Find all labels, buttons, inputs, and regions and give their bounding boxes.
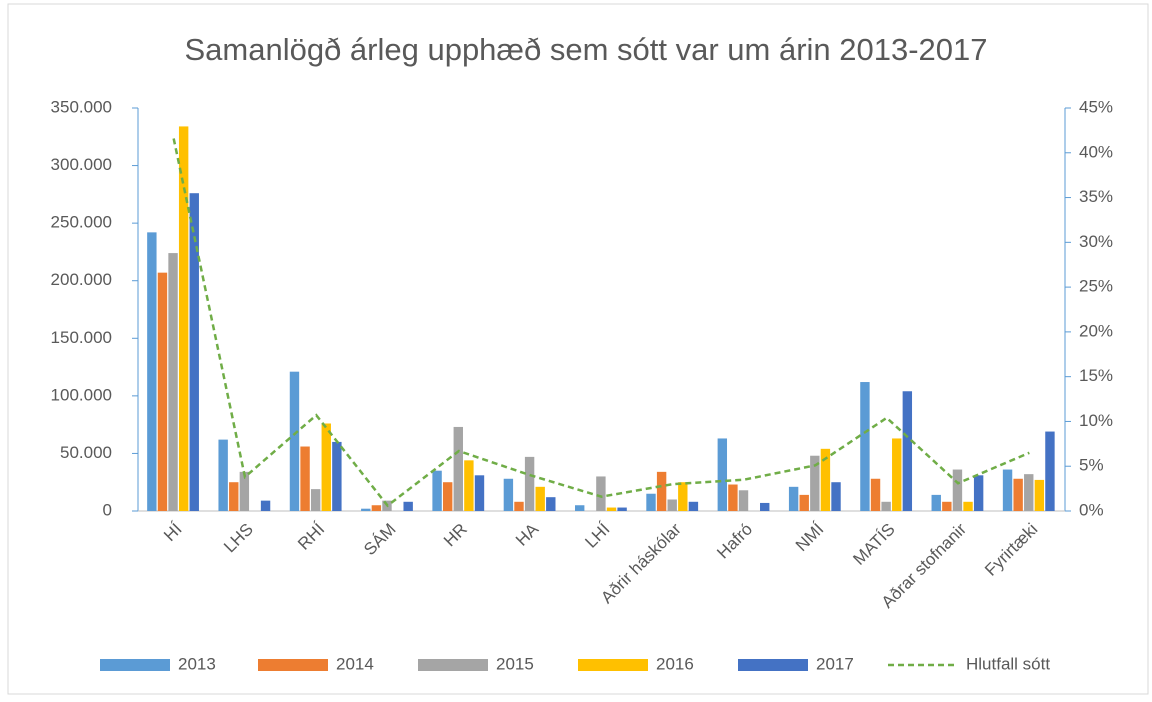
legend-label: 2014 bbox=[336, 654, 374, 673]
bar bbox=[178, 126, 189, 512]
bar bbox=[464, 460, 474, 511]
y2-tick-label: 35% bbox=[1079, 187, 1113, 206]
y-tick-label: 350.000 bbox=[51, 97, 112, 116]
legend-swatch bbox=[100, 659, 170, 671]
y-tick-label: 100.000 bbox=[51, 385, 112, 404]
bar bbox=[218, 439, 228, 511]
bar bbox=[474, 475, 485, 511]
bar bbox=[453, 426, 463, 511]
bar bbox=[831, 482, 841, 511]
bar bbox=[503, 478, 514, 511]
bar bbox=[168, 253, 178, 511]
y2-tick-label: 20% bbox=[1079, 321, 1113, 340]
bar bbox=[952, 469, 963, 511]
bar bbox=[432, 470, 442, 511]
bar bbox=[667, 499, 677, 511]
legend-swatch bbox=[578, 659, 648, 671]
y2-tick-label: 10% bbox=[1079, 411, 1113, 430]
legend-swatch bbox=[418, 659, 488, 671]
bar bbox=[189, 193, 199, 511]
legend-label: 2015 bbox=[496, 654, 534, 673]
bar bbox=[575, 505, 585, 511]
bar bbox=[820, 448, 831, 511]
y2-tick-label: 0% bbox=[1079, 500, 1104, 519]
bar bbox=[157, 272, 168, 511]
bar bbox=[442, 482, 453, 511]
line-series bbox=[172, 138, 1030, 508]
y-tick-label: 250.000 bbox=[51, 213, 112, 232]
y-tick-label: 300.000 bbox=[51, 155, 112, 174]
bar bbox=[1002, 469, 1013, 511]
y2-tick-label: 15% bbox=[1079, 366, 1113, 385]
y2-tick-label: 25% bbox=[1079, 277, 1113, 296]
y-tick-label: 200.000 bbox=[51, 270, 112, 289]
bar bbox=[229, 482, 239, 511]
legend-label: 2017 bbox=[816, 654, 854, 673]
bar bbox=[596, 476, 606, 511]
bar bbox=[147, 232, 157, 511]
bar bbox=[902, 391, 913, 511]
bar bbox=[799, 494, 809, 511]
bar bbox=[1034, 479, 1045, 511]
bar bbox=[546, 497, 556, 511]
y2-tick-label: 5% bbox=[1079, 456, 1104, 475]
bar bbox=[514, 501, 524, 511]
y2-tick-label: 40% bbox=[1079, 142, 1113, 161]
y-tick-label: 0 bbox=[103, 500, 112, 519]
bar bbox=[760, 502, 770, 511]
bar bbox=[332, 441, 342, 511]
y2-tick-label: 45% bbox=[1079, 97, 1113, 116]
bar bbox=[361, 508, 371, 511]
bar bbox=[535, 486, 545, 511]
legend-label: 2013 bbox=[178, 654, 216, 673]
bar bbox=[289, 371, 300, 511]
bar bbox=[260, 500, 271, 511]
legend-swatch bbox=[258, 659, 328, 671]
bar bbox=[371, 505, 382, 511]
legend-label: Hlutfall sótt bbox=[966, 654, 1050, 673]
bar bbox=[810, 455, 820, 511]
bar bbox=[310, 489, 321, 511]
bar bbox=[688, 501, 699, 511]
bar bbox=[973, 475, 984, 511]
bar bbox=[321, 423, 331, 511]
bar bbox=[1013, 478, 1023, 511]
y-tick-label: 150.000 bbox=[51, 328, 112, 347]
bar bbox=[738, 490, 749, 511]
bar bbox=[963, 501, 973, 511]
legend-label: 2016 bbox=[656, 654, 694, 673]
bar bbox=[870, 478, 881, 511]
bar bbox=[860, 382, 870, 511]
chart-title: Samanlögð árleg upphæð sem sótt var um á… bbox=[184, 32, 987, 67]
bar bbox=[617, 507, 627, 511]
legend-swatch bbox=[738, 659, 808, 671]
bar bbox=[678, 482, 688, 511]
bar bbox=[881, 501, 891, 511]
bar bbox=[717, 438, 728, 511]
y-tick-label: 50.000 bbox=[60, 443, 112, 462]
bar bbox=[646, 493, 656, 511]
bar bbox=[788, 486, 799, 511]
y2-tick-label: 30% bbox=[1079, 232, 1113, 251]
bar bbox=[606, 507, 617, 511]
bar bbox=[239, 471, 250, 511]
bar bbox=[300, 446, 310, 511]
bar bbox=[892, 438, 902, 511]
bar bbox=[524, 456, 535, 511]
bar bbox=[728, 484, 738, 511]
bar bbox=[403, 501, 413, 511]
bar bbox=[931, 494, 941, 511]
bar bbox=[1024, 474, 1034, 511]
bar bbox=[656, 471, 667, 511]
bar bbox=[942, 501, 952, 511]
bar bbox=[1045, 431, 1055, 511]
